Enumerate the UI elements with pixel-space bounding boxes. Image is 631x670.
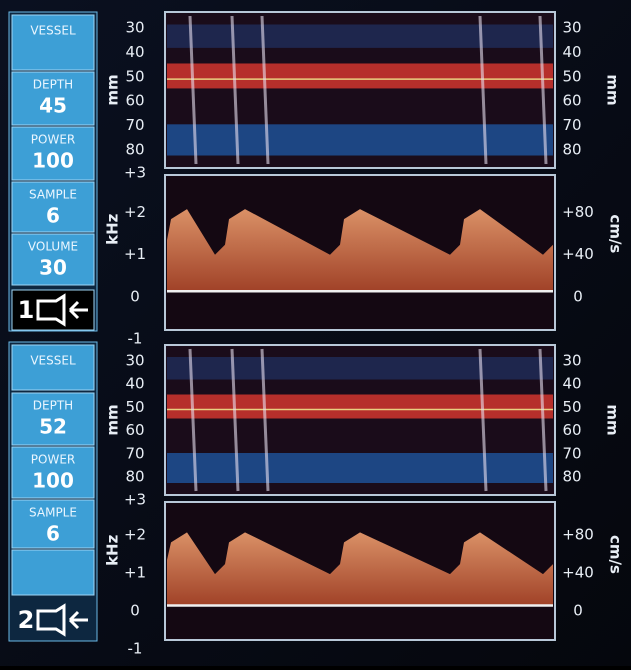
velocity-tick: +40 (562, 245, 594, 263)
depth-tick-left: 60 (125, 421, 144, 439)
depth-unit-left: mm (104, 404, 122, 435)
field-label: VESSEL (30, 24, 76, 38)
field-value: 30 (39, 256, 67, 280)
frequency-tick: +3 (124, 164, 146, 182)
field-label: POWER (31, 453, 75, 467)
m-mode-red (167, 395, 553, 419)
frequency-tick: 0 (130, 287, 140, 305)
depth-tick-left: 40 (125, 375, 144, 393)
depth-tick-right: 50 (562, 398, 581, 416)
frequency-unit: kHz (104, 534, 122, 566)
velocity-unit: cm/s (607, 535, 625, 574)
m-mode-blue (167, 124, 553, 155)
depth-tick-left: 70 (125, 116, 144, 134)
depth-tick-right: 70 (562, 116, 581, 134)
depth-tick-left: 60 (125, 92, 144, 110)
depth-tick-right: 60 (562, 92, 581, 110)
field-box (12, 345, 94, 390)
frequency-tick: -1 (128, 330, 143, 348)
depth-tick-right: 30 (562, 19, 581, 37)
depth-unit-right: mm (604, 74, 622, 105)
velocity-tick: +80 (562, 526, 594, 544)
depth-tick-right: 40 (562, 43, 581, 61)
m-mode-blue (167, 453, 553, 483)
probe-number: 1 (18, 296, 35, 324)
field-value: 100 (32, 149, 74, 173)
depth-tick-right: 80 (562, 141, 581, 159)
velocity-tick: +80 (562, 203, 594, 221)
field-value: 52 (39, 415, 67, 439)
depth-tick-left: 40 (125, 43, 144, 61)
depth-tick-left: 30 (125, 19, 144, 37)
field-label: POWER (31, 133, 75, 147)
field-label: SAMPLE (29, 506, 77, 520)
depth-tick-right: 30 (562, 352, 581, 370)
frequency-tick: +1 (124, 245, 146, 263)
field-label: DEPTH (33, 78, 73, 92)
depth-unit-left: mm (104, 74, 122, 105)
depth-tick-left: 50 (125, 398, 144, 416)
frequency-tick: +1 (124, 564, 146, 582)
field-value: 100 (32, 469, 74, 493)
depth-tick-left: 30 (125, 352, 144, 370)
depth-tick-left: 70 (125, 444, 144, 462)
depth-tick-right: 80 (562, 468, 581, 486)
field-value: 45 (39, 94, 67, 118)
m-mode-blue (167, 357, 553, 380)
doppler-screen: VESSELDEPTH45POWER100SAMPLE6VOLUME301303… (0, 0, 631, 666)
probe-number: 2 (18, 606, 35, 634)
depth-tick-right: 60 (562, 421, 581, 439)
m-mode-blue (167, 24, 553, 47)
field-value: 6 (46, 204, 60, 228)
frequency-tick: +3 (124, 491, 146, 509)
depth-tick-left: 80 (125, 141, 144, 159)
frequency-unit: kHz (104, 213, 122, 245)
frequency-tick: -1 (128, 640, 143, 658)
velocity-tick: 0 (573, 287, 583, 305)
field-value: 6 (46, 522, 60, 546)
field-box (12, 550, 94, 595)
m-mode-red (167, 63, 553, 88)
frequency-tick: 0 (130, 602, 140, 620)
depth-tick-right: 40 (562, 375, 581, 393)
velocity-tick: 0 (573, 602, 583, 620)
depth-unit-right: mm (604, 404, 622, 435)
depth-tick-right: 50 (562, 67, 581, 85)
field-label: VESSEL (30, 354, 76, 368)
depth-tick-right: 70 (562, 444, 581, 462)
depth-tick-left: 50 (125, 67, 144, 85)
field-label: DEPTH (33, 399, 73, 413)
depth-tick-left: 80 (125, 468, 144, 486)
velocity-unit: cm/s (607, 214, 625, 253)
frequency-tick: +2 (124, 203, 146, 221)
velocity-tick: +40 (562, 564, 594, 582)
frequency-tick: +2 (124, 526, 146, 544)
field-label: SAMPLE (29, 188, 77, 202)
field-label: VOLUME (28, 240, 78, 254)
